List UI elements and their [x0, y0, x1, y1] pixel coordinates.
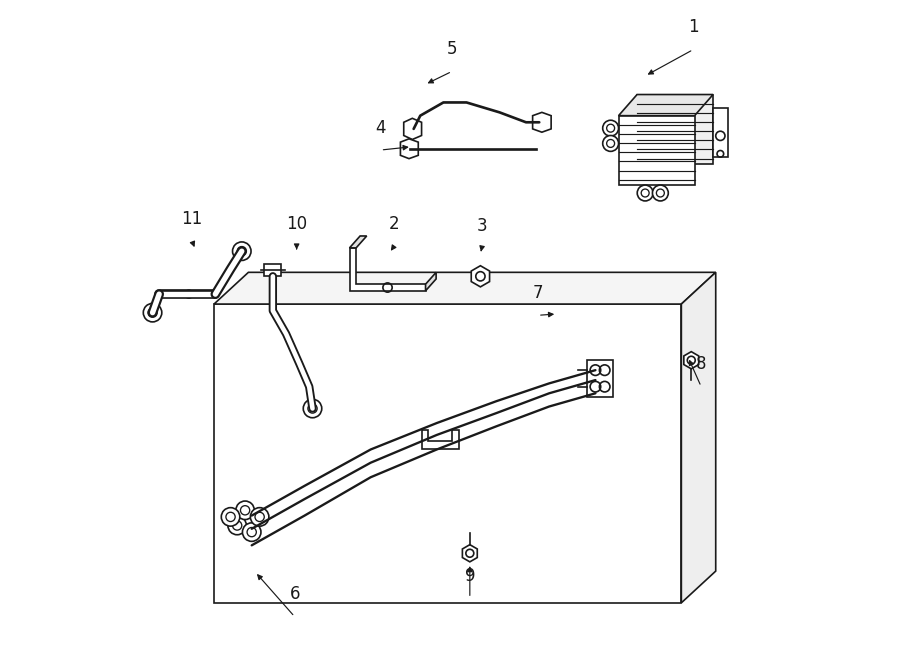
Circle shape: [637, 185, 653, 201]
Polygon shape: [214, 272, 716, 304]
Text: 6: 6: [290, 586, 300, 603]
Circle shape: [603, 136, 618, 151]
Polygon shape: [713, 108, 727, 157]
Text: 11: 11: [182, 210, 202, 228]
Polygon shape: [404, 118, 421, 139]
Polygon shape: [421, 430, 459, 449]
Polygon shape: [618, 116, 695, 185]
Circle shape: [221, 508, 239, 526]
Circle shape: [303, 399, 322, 418]
Polygon shape: [400, 139, 418, 159]
Polygon shape: [681, 272, 716, 603]
Circle shape: [603, 120, 618, 136]
Text: 10: 10: [286, 215, 307, 233]
Polygon shape: [618, 95, 713, 116]
Text: 4: 4: [375, 119, 386, 137]
Polygon shape: [349, 236, 366, 248]
Text: 9: 9: [464, 567, 475, 585]
Text: 3: 3: [476, 217, 487, 235]
Circle shape: [236, 501, 255, 520]
Text: 1: 1: [688, 19, 698, 36]
Text: 2: 2: [389, 215, 399, 233]
Circle shape: [250, 508, 269, 526]
Text: 5: 5: [446, 40, 457, 58]
Polygon shape: [426, 272, 436, 291]
Circle shape: [143, 303, 162, 322]
Circle shape: [652, 185, 669, 201]
Polygon shape: [684, 352, 698, 369]
Polygon shape: [214, 304, 681, 603]
Polygon shape: [637, 95, 713, 164]
Text: 7: 7: [533, 284, 544, 302]
Text: 8: 8: [696, 356, 706, 373]
Polygon shape: [265, 264, 282, 276]
Circle shape: [232, 242, 251, 260]
Polygon shape: [588, 360, 613, 397]
Circle shape: [242, 523, 261, 541]
Polygon shape: [463, 545, 477, 562]
Circle shape: [228, 516, 247, 535]
Polygon shape: [533, 112, 551, 132]
Polygon shape: [472, 266, 490, 287]
Polygon shape: [349, 248, 426, 291]
